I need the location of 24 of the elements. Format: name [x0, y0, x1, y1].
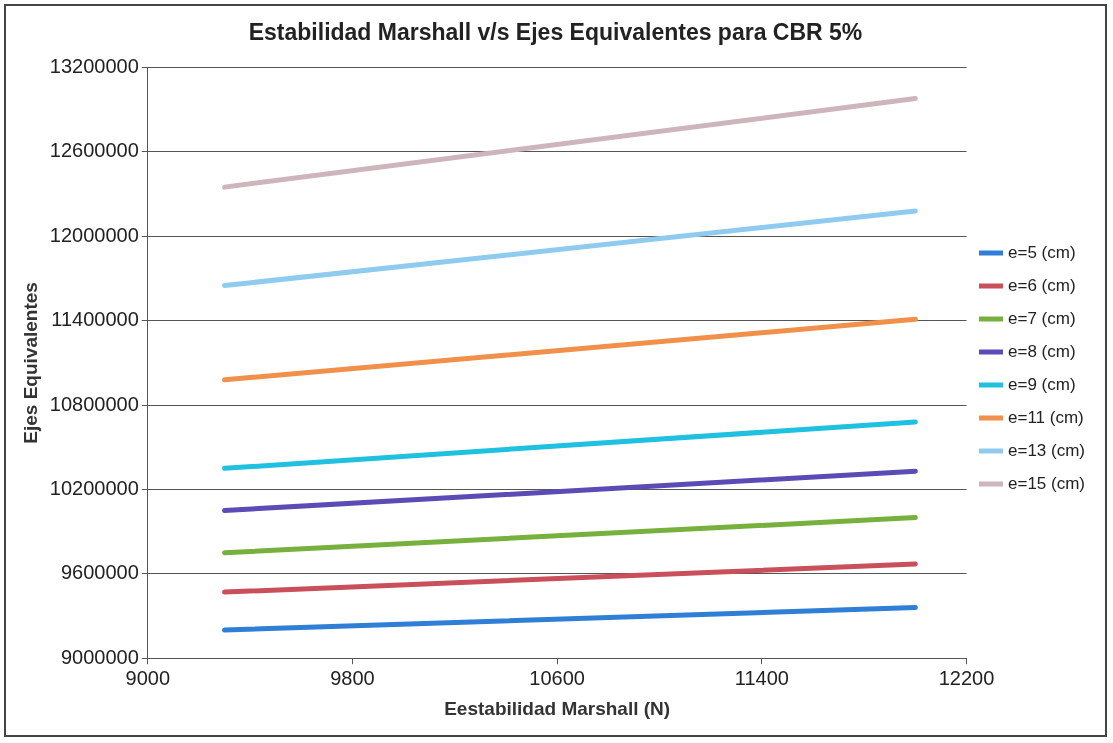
y-tick-label: 10200000	[49, 476, 139, 499]
y-tick-label: 12600000	[49, 139, 139, 162]
legend-label: e=11 (cm)	[1008, 407, 1084, 427]
y-tick-label: 11400000	[51, 308, 139, 331]
legend-label: e=5 (cm)	[1008, 242, 1076, 262]
y-tick-label: 9000000	[60, 645, 139, 668]
x-tick-label: 9800	[330, 666, 375, 689]
legend-label: e=13 (cm)	[1008, 440, 1085, 460]
legend-label: e=8 (cm)	[1008, 341, 1076, 361]
y-axis-title: Ejes Equivalentes	[19, 282, 41, 444]
legend-label: e=7 (cm)	[1008, 308, 1076, 328]
y-tick-label: 10800000	[49, 392, 139, 415]
x-tick-label: 10600	[529, 666, 585, 689]
y-tick-label: 12000000	[49, 223, 139, 246]
legend-label: e=15 (cm)	[1008, 473, 1085, 493]
chart-title: Estabilidad Marshall v/s Ejes Equivalentes para CBR 5%	[248, 19, 863, 46]
legend-label: e=9 (cm)	[1008, 374, 1076, 394]
y-tick-label: 9600000	[60, 561, 139, 584]
x-tick-label: 11400	[734, 666, 789, 689]
x-tick-label: 12200	[938, 666, 995, 689]
legend-label: e=6 (cm)	[1008, 275, 1076, 295]
y-tick-label: 13200000	[49, 55, 139, 78]
x-axis-title: Eestabilidad Marshall (N)	[444, 697, 671, 719]
x-tick-label: 9000	[125, 666, 171, 689]
